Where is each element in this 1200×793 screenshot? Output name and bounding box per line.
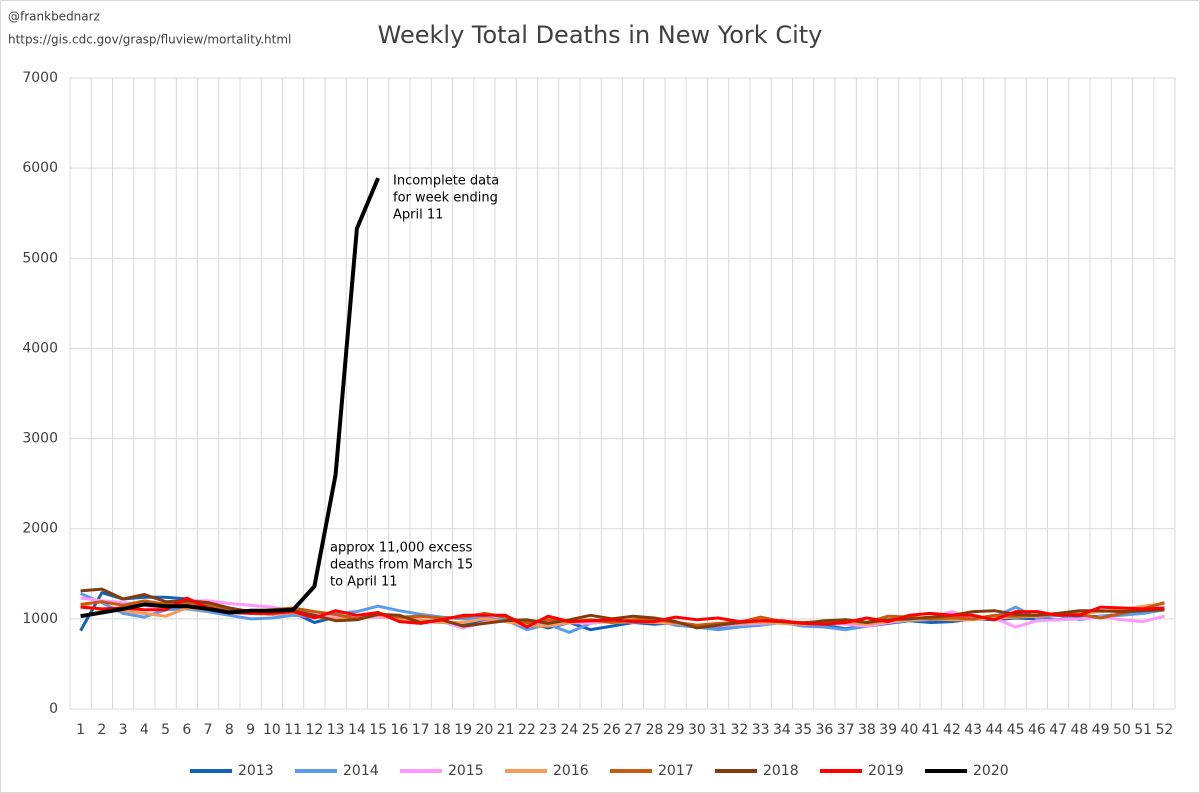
x-tick-label: 35	[794, 722, 812, 738]
y-tick-label: 7000	[22, 70, 58, 86]
series-line	[80, 596, 1165, 629]
x-tick-label: 27	[624, 722, 642, 738]
x-tick-label: 9	[246, 722, 255, 738]
legend-label: 2019	[868, 763, 904, 779]
credit: @frankbednarz	[8, 10, 100, 24]
x-tick-label: 21	[497, 722, 515, 738]
x-tick-label: 20	[475, 722, 493, 738]
x-tick-label: 15	[369, 722, 387, 738]
y-tick-label: 5000	[22, 250, 58, 266]
annotation: for week ending	[393, 191, 498, 206]
annotation: approx 11,000 excess	[330, 541, 473, 556]
legend-label: 2020	[973, 763, 1009, 779]
x-tick-label: 48	[1070, 722, 1088, 738]
x-tick-label: 40	[900, 722, 918, 738]
x-tick-label: 23	[539, 722, 557, 738]
x-tick-label: 10	[263, 722, 281, 738]
legend-label: 2017	[658, 763, 694, 779]
x-tick-label: 39	[879, 722, 897, 738]
x-tick-label: 14	[348, 722, 366, 738]
x-tick-label: 42	[943, 722, 961, 738]
x-tick-label: 11	[284, 722, 302, 738]
legend-label: 2014	[343, 763, 379, 779]
annotation: April 11	[393, 208, 443, 223]
x-tick-label: 44	[985, 722, 1003, 738]
x-tick-label: 5	[161, 722, 170, 738]
legend-label: 2016	[553, 763, 589, 779]
x-tick-label: 4	[140, 722, 149, 738]
x-tick-label: 49	[1092, 722, 1110, 738]
credit: https://gis.cdc.gov/grasp/fluview/mortal…	[8, 33, 291, 47]
x-tick-label: 17	[412, 722, 430, 738]
x-tick-label: 38	[858, 722, 876, 738]
annotation: deaths from March 15	[330, 558, 473, 573]
x-tick-label: 46	[1028, 722, 1046, 738]
series-line	[80, 177, 380, 619]
legend-label: 2015	[448, 763, 484, 779]
y-tick-label: 6000	[22, 160, 58, 176]
x-tick-label: 33	[752, 722, 770, 738]
y-tick-label: 3000	[22, 431, 58, 447]
annotation: Incomplete data	[393, 174, 499, 189]
x-tick-label: 8	[225, 722, 234, 738]
y-tick-label: 0	[49, 701, 58, 717]
x-tick-label: 28	[645, 722, 663, 738]
x-tick-label: 13	[327, 722, 345, 738]
x-tick-label: 25	[582, 722, 600, 738]
x-tick-label: 19	[454, 722, 472, 738]
x-tick-label: 18	[433, 722, 451, 738]
x-tick-label: 30	[688, 722, 706, 738]
x-tick-label: 22	[518, 722, 536, 738]
x-tick-label: 47	[1049, 722, 1067, 738]
legend-label: 2013	[238, 763, 274, 779]
legend-label: 2018	[763, 763, 799, 779]
x-tick-label: 7	[204, 722, 213, 738]
x-tick-label: 31	[709, 722, 727, 738]
x-tick-label: 43	[964, 722, 982, 738]
x-tick-label: 45	[1007, 722, 1025, 738]
x-tick-label: 50	[1113, 722, 1131, 738]
y-tick-label: 1000	[22, 611, 58, 627]
x-tick-label: 3	[119, 722, 128, 738]
x-tick-label: 24	[560, 722, 578, 738]
x-tick-label: 29	[667, 722, 685, 738]
x-tick-label: 36	[815, 722, 833, 738]
x-tick-label: 41	[922, 722, 940, 738]
x-tick-label: 6	[182, 722, 191, 738]
y-tick-label: 2000	[22, 521, 58, 537]
x-tick-label: 2	[97, 722, 106, 738]
x-tick-label: 16	[390, 722, 408, 738]
x-tick-label: 12	[305, 722, 323, 738]
x-tick-label: 37	[837, 722, 855, 738]
x-tick-label: 52	[1155, 722, 1173, 738]
x-tick-label: 51	[1134, 722, 1152, 738]
annotation: to April 11	[330, 575, 398, 590]
x-tick-label: 26	[603, 722, 621, 738]
x-tick-label: 1	[76, 722, 85, 738]
x-tick-label: 32	[730, 722, 748, 738]
y-tick-label: 4000	[22, 340, 58, 356]
chart-title: Weekly Total Deaths in New York City	[378, 21, 823, 49]
x-tick-label: 34	[773, 722, 791, 738]
